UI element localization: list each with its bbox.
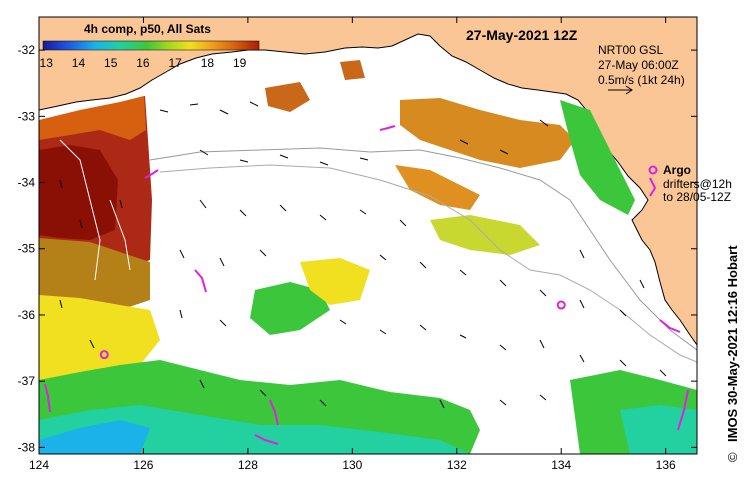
colorbar-tick-label: 14 — [72, 56, 86, 70]
lat-tick-label: -34 — [18, 176, 36, 190]
colorbar-gradient — [42, 40, 260, 51]
current-legend-line3: 0.5m/s (1kt 24h) — [598, 73, 685, 87]
colorbar-ticks: 13 14 15 16 17 18 19 — [40, 56, 247, 70]
colorbar-tick-label: 19 — [233, 56, 247, 70]
sst-patch-green-mid — [250, 282, 330, 335]
lat-tick-label: -32 — [18, 43, 36, 57]
sst-patch-dark-core — [39, 145, 118, 240]
lon-tick-label: 126 — [133, 458, 153, 472]
sst-patch-orange-west — [39, 96, 146, 140]
colorbar-title: 4h comp, p50, All Sats — [84, 22, 211, 36]
sst-patch-teal-se — [620, 405, 697, 454]
lat-tick-label: -35 — [18, 242, 36, 256]
sst-contour-white — [59, 139, 131, 281]
current-vectors — [59, 101, 667, 409]
shelf-contour-200m — [149, 147, 697, 351]
argo-legend-line1: drifters@12h — [663, 177, 732, 191]
argo-float-marker — [99, 350, 109, 360]
argo-legend-marker — [648, 165, 658, 175]
coastline — [39, 33, 697, 346]
lat-tick-label: -36 — [18, 308, 36, 322]
latitude-ticks: -32 -33 -34 -35 -36 -37 -38 — [18, 43, 697, 454]
lon-tick-label: 124 — [29, 458, 49, 472]
lon-tick-label: 132 — [447, 458, 467, 472]
colorbar-tick-label: 15 — [104, 56, 118, 70]
lat-tick-label: -37 — [18, 374, 36, 388]
colorbar-tick-label: 17 — [168, 56, 182, 70]
argo-tracks — [44, 125, 689, 445]
argo-float-markers — [99, 300, 566, 360]
colorbar-tick-label: 13 — [40, 56, 54, 70]
sst-patch-brown-north2 — [340, 60, 365, 80]
argo-legend-label: Argo — [663, 163, 691, 177]
longitude-ticks: 124 126 128 130 132 134 136 — [29, 17, 676, 472]
sst-patch-olive — [39, 238, 150, 310]
lon-tick-label: 136 — [656, 458, 676, 472]
sst-patch-brown-north — [265, 82, 310, 112]
sst-patch-blue-sw — [39, 420, 150, 454]
sst-patch-yellow-mid — [300, 258, 370, 305]
sst-patch-orange-coastal — [395, 165, 480, 210]
scale-arrow-head — [625, 85, 633, 95]
map-frame — [38, 16, 698, 455]
colorbar-tick-label: 18 — [201, 56, 215, 70]
lon-tick-label: 134 — [551, 458, 571, 472]
colorbar: 4h comp, p50, All Sats 13 14 15 16 17 18 19 — [40, 22, 260, 70]
lon-tick-label: 130 — [342, 458, 362, 472]
lon-tick-label: 128 — [238, 458, 258, 472]
copyright-symbol: © — [725, 452, 740, 462]
lat-tick-label: -33 — [18, 109, 36, 123]
lat-tick-label: -38 — [18, 440, 36, 454]
current-legend-line2: 27-May 06:00Z — [598, 58, 679, 72]
argo-float-marker — [556, 300, 566, 310]
sst-patch-yellow-sw — [39, 295, 160, 385]
current-legend-line1: NRT00 GSL — [598, 43, 663, 57]
argo-legend-line2: to 28/05-12Z — [663, 190, 731, 204]
current-legend: NRT00 GSL 27-May 06:00Z 0.5m/s (1kt 24h) — [598, 43, 685, 95]
colorbar-tick-label: 16 — [136, 56, 150, 70]
sst-patch-teal-sw — [39, 405, 470, 454]
side-label: IMOS 30-May-2021 12:16 Hobart — [725, 245, 740, 442]
argo-legend: Argo drifters@12h to 28/05-12Z — [648, 163, 732, 204]
shelf-contour-2000m — [159, 164, 697, 363]
map-title: 27-May-2021 12Z — [466, 27, 578, 43]
sst-patch-orange-shelf — [400, 98, 575, 168]
sst-patch-green-east — [560, 100, 635, 215]
